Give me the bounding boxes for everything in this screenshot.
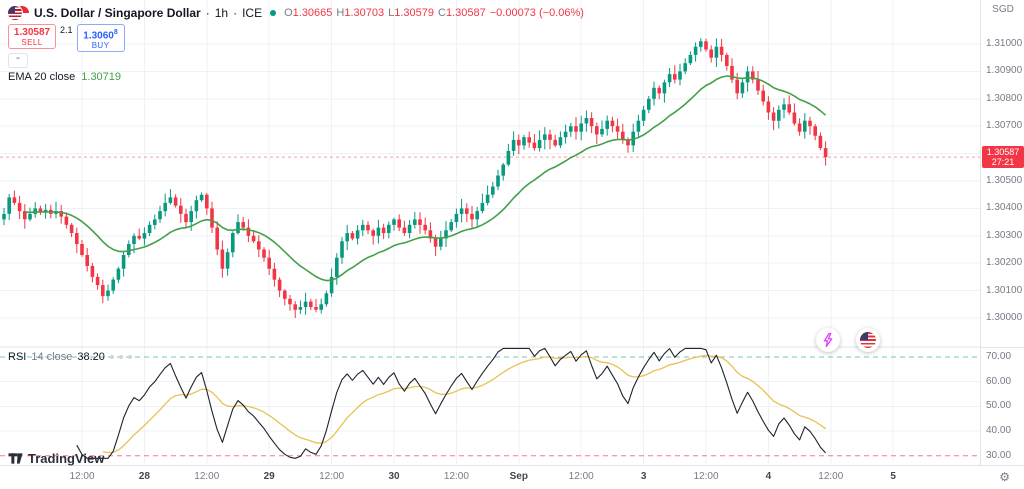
lightning-event-button[interactable]	[816, 328, 840, 352]
rsi-legend[interactable]: RSI 14 close 38.20	[8, 351, 132, 363]
time-axis-label: 12:00	[818, 471, 844, 482]
trade-panel: 1.30587 SELL 2.1 1.30608 BUY	[8, 24, 125, 53]
us-flag-event-icon	[860, 332, 876, 348]
price-axis[interactable]: SGD 1.30587 27:21 1.31000 1.30900 1.30800 1…	[980, 0, 1024, 465]
ohlc-values: O1.30665 H1.30703 L1.30579 C1.30587 −0.0…	[284, 7, 584, 19]
legend-settings-icon[interactable]	[118, 355, 123, 359]
separator-dot: ·	[233, 6, 238, 20]
time-axis-label: 12:00	[693, 471, 719, 482]
time-axis[interactable]: 12:00 28 12:00 29 12:00 30 12:00 Sep 12:00 3 12:00…	[0, 465, 1024, 489]
separator-dot: ·	[205, 6, 210, 20]
ema-legend[interactable]: EMA 20 close 1.30719	[8, 71, 121, 83]
low-value: 1.30579	[394, 7, 435, 19]
rsi-params: 14 close	[31, 351, 73, 363]
legend-collapse-button[interactable]: ⌃	[8, 53, 28, 68]
lightning-icon	[823, 332, 833, 348]
time-axis-label: 3	[640, 471, 647, 482]
sell-button[interactable]: 1.30587 SELL	[8, 24, 56, 49]
chart-canvas[interactable]	[0, 0, 980, 465]
sell-label: SELL	[21, 38, 43, 47]
buy-button[interactable]: 1.30608 BUY	[76, 24, 125, 53]
price-axis-label: 1.30200	[986, 257, 1023, 269]
sell-price: 1.30587	[13, 27, 51, 38]
open-label: O	[284, 7, 293, 19]
price-axis-label: 1.30800	[986, 92, 1023, 104]
axis-settings-gear-icon[interactable]: ⚙	[999, 470, 1010, 484]
price-axis-label: 1.30100	[986, 284, 1023, 296]
buy-label: BUY	[91, 41, 110, 51]
rsi-axis-label: 40.00	[986, 425, 1012, 437]
high-label: H	[336, 7, 345, 19]
tradingview-logo-icon	[8, 453, 23, 464]
rsi-axis-label: 50.00	[986, 400, 1012, 412]
price-axis-label: 1.30500	[986, 175, 1023, 186]
time-axis-label: Sep	[509, 471, 528, 482]
price-axis-label: 1.30300	[986, 229, 1023, 241]
rsi-axis-label: 30.00	[986, 449, 1012, 461]
ema-value: 1.30719	[81, 71, 122, 83]
time-axis-label: 12:00	[443, 471, 469, 482]
legend-more-icon[interactable]	[127, 355, 132, 359]
rsi-title: RSI	[8, 351, 27, 363]
economic-event-button[interactable]	[856, 328, 880, 352]
time-axis-label: 30	[388, 471, 400, 482]
tradingview-watermark[interactable]: TradingView	[8, 451, 104, 466]
symbol-name[interactable]: U.S. Dollar / Singapore Dollar	[34, 6, 201, 20]
watermark-text: TradingView	[28, 451, 105, 466]
symbol-flag-icon	[8, 6, 29, 20]
time-axis-label: 12:00	[69, 471, 95, 482]
time-axis-label: 4	[765, 471, 772, 482]
rsi-axis-label: 70.00	[986, 351, 1012, 362]
price-axis-label: 1.30400	[986, 202, 1023, 214]
high-value: 1.30703	[344, 7, 385, 19]
time-axis-label: 29	[263, 471, 275, 482]
time-axis-label: 28	[138, 471, 150, 482]
ema-title: EMA 20 close	[8, 71, 76, 83]
currency-toggle[interactable]: SGD	[992, 4, 1014, 15]
price-axis-label: 1.30900	[986, 65, 1023, 77]
time-axis-label: 12:00	[194, 471, 220, 482]
price-axis-label: 1.30700	[986, 120, 1023, 132]
us-flag-icon	[8, 6, 22, 20]
rsi-value: 38.20	[77, 351, 105, 363]
timeframe-label[interactable]: 1h	[214, 6, 229, 20]
rsi-axis-label: 60.00	[986, 375, 1012, 387]
symbol-legend[interactable]: U.S. Dollar / Singapore Dollar · 1h · IC…	[8, 6, 584, 20]
time-axis-label: 12:00	[319, 471, 345, 482]
spread-value: 2.1	[60, 25, 73, 35]
change-value: −0.00073 (−0.06%)	[489, 7, 584, 19]
time-axis-label: 12:00	[568, 471, 594, 482]
market-status-dot[interactable]	[270, 10, 277, 16]
buy-price-fraction: 8	[113, 29, 118, 36]
last-price-tag: 1.30587 27:21	[982, 146, 1024, 169]
pane-divider[interactable]	[981, 347, 1024, 348]
price-axis-label: 1.30000	[986, 312, 1023, 323]
close-value: 1.30587	[445, 7, 486, 19]
last-price-value: 1.30587	[986, 147, 1020, 158]
low-label: L	[388, 7, 395, 19]
exchange-label: ICE	[242, 6, 263, 20]
close-label: C	[438, 7, 446, 19]
time-axis-label: 5	[890, 471, 896, 482]
bar-countdown: 27:21	[991, 157, 1015, 168]
legend-eye-icon[interactable]	[109, 355, 114, 359]
open-value: 1.30665	[292, 7, 333, 19]
price-axis-label: 1.31000	[986, 38, 1023, 49]
buy-price: 1.30608	[83, 29, 118, 42]
